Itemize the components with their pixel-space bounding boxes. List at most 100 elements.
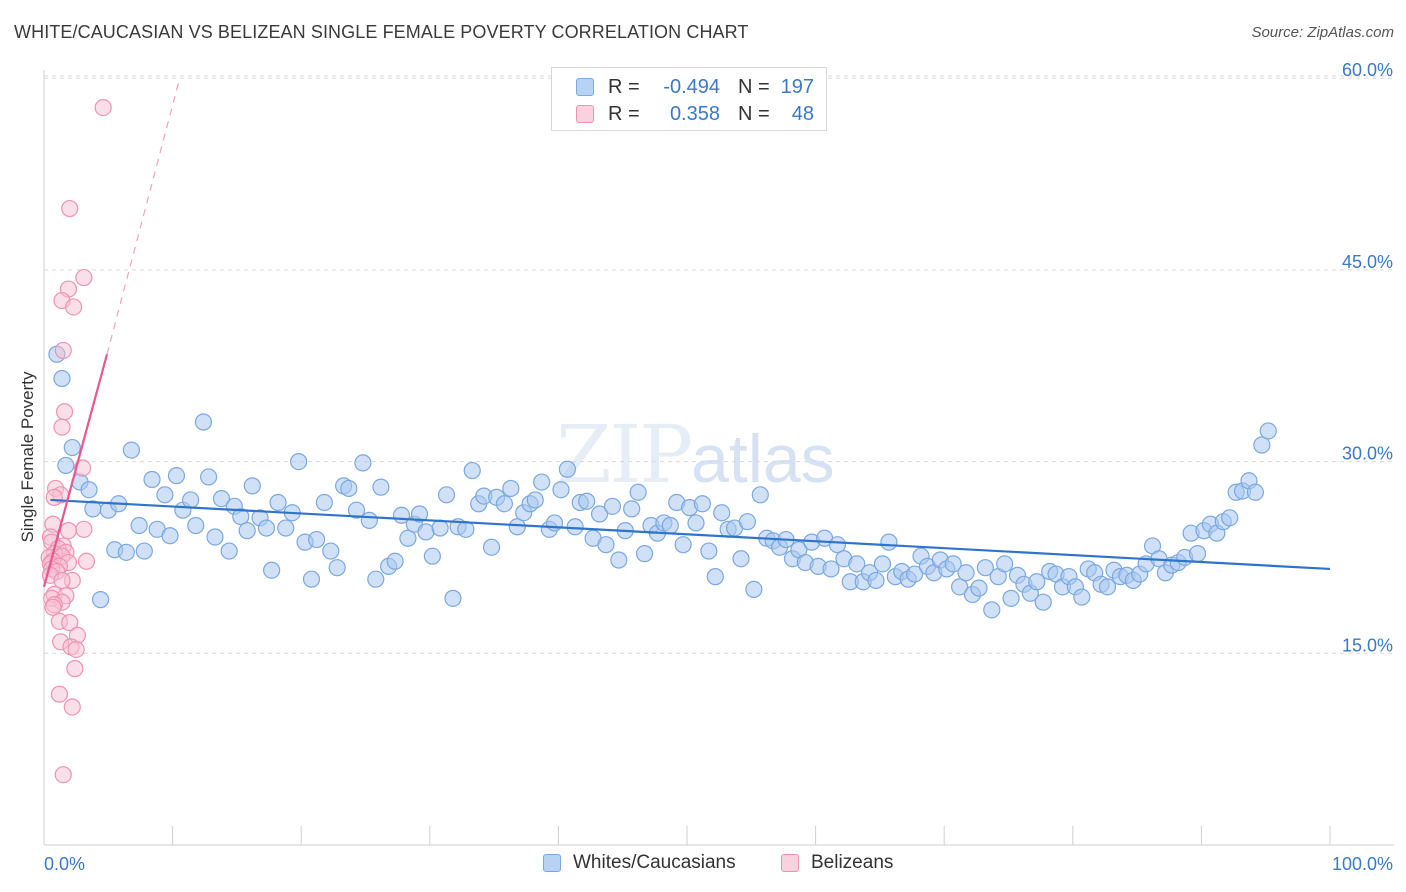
data-point-whites xyxy=(603,497,622,515)
data-point-whites xyxy=(53,369,71,388)
data-point-whites xyxy=(1221,509,1239,527)
data-point-whites xyxy=(848,555,866,573)
data-point-whites xyxy=(1098,578,1117,596)
data-point-belizeans xyxy=(67,640,85,659)
data-point-whites xyxy=(143,470,161,489)
data-point-whites xyxy=(751,486,769,504)
data-point-belizeans xyxy=(45,488,63,506)
data-point-belizeans xyxy=(94,98,112,117)
data-point-whites xyxy=(1034,593,1052,611)
legend-swatch-blue xyxy=(543,854,561,872)
y-axis-label: Single Female Poverty xyxy=(18,371,37,543)
data-point-whites xyxy=(399,529,417,547)
data-point-whites xyxy=(1028,573,1046,591)
data-point-whites xyxy=(1246,483,1265,501)
data-point-belizeans xyxy=(61,614,79,632)
data-point-whites xyxy=(308,530,326,549)
legend-item-belizeans: Belizeans xyxy=(781,852,893,874)
data-point-belizeans xyxy=(77,552,96,570)
data-point-whites xyxy=(200,468,218,486)
data-point-belizeans xyxy=(73,459,92,477)
legend-row-belizeans: R = 0.358 N = 48 xyxy=(576,102,814,126)
legend-swatch-pink xyxy=(576,105,594,123)
legend-label-belizeans: Belizeans xyxy=(811,852,894,873)
data-point-whites xyxy=(386,552,404,570)
data-point-whites xyxy=(194,413,213,431)
data-point-whites xyxy=(238,522,256,540)
data-point-whites xyxy=(610,551,628,569)
data-point-whites xyxy=(674,536,692,554)
data-point-whites xyxy=(687,514,705,532)
data-point-whites xyxy=(495,495,513,513)
data-point-belizeans xyxy=(64,298,83,316)
data-point-whites xyxy=(706,568,724,586)
grid-lines xyxy=(44,75,1394,654)
source-credit: Source: ZipAtlas.com xyxy=(1251,24,1394,41)
data-point-whites xyxy=(431,519,449,537)
data-point-whites xyxy=(437,486,456,504)
data-point-belizeans xyxy=(44,598,62,616)
x-tick-label: 0.0% xyxy=(44,854,85,874)
data-point-whites xyxy=(187,516,205,535)
y-tick-label: 60.0% xyxy=(1342,60,1393,80)
data-point-whites xyxy=(590,505,609,523)
data-point-whites xyxy=(1002,589,1020,607)
legend-series: Whites/Caucasians Belizeans xyxy=(0,852,1406,878)
legend-r-value: 0.358 xyxy=(669,102,720,125)
data-point-whites xyxy=(526,491,544,509)
data-point-belizeans xyxy=(53,418,71,436)
data-point-whites xyxy=(976,559,994,577)
data-point-whites xyxy=(360,511,378,529)
data-point-whites xyxy=(623,500,641,518)
data-point-whites xyxy=(130,516,148,535)
trend-lines xyxy=(42,80,1331,588)
data-point-whites xyxy=(263,561,281,579)
series-whites-points xyxy=(48,345,1277,619)
data-point-belizeans xyxy=(63,698,81,716)
legend-n-label: N = xyxy=(738,75,770,98)
data-point-whites xyxy=(372,478,390,496)
data-point-whites xyxy=(951,578,969,596)
data-point-whites xyxy=(713,504,731,522)
data-point-whites xyxy=(700,542,718,560)
chart-title: WHITE/CAUCASIAN VS BELIZEAN SINGLE FEMAL… xyxy=(14,22,749,42)
data-point-whites xyxy=(206,528,224,546)
data-point-whites xyxy=(423,547,441,565)
data-point-whites xyxy=(502,479,520,498)
data-point-whites xyxy=(693,495,712,513)
data-point-whites xyxy=(182,491,200,509)
data-point-whites xyxy=(354,454,372,472)
legend-r-label: R = xyxy=(608,102,640,125)
data-point-whites xyxy=(444,589,462,607)
data-point-whites xyxy=(340,479,358,498)
series-belizeans-points xyxy=(40,98,112,784)
data-point-belizeans xyxy=(75,520,93,538)
data-point-whites xyxy=(996,555,1014,573)
data-point-whites xyxy=(822,560,840,578)
data-point-whites xyxy=(482,538,501,556)
legend-swatch-blue xyxy=(576,78,594,96)
data-point-whites xyxy=(232,507,250,526)
data-point-belizeans xyxy=(55,403,74,421)
data-point-whites xyxy=(629,483,647,501)
data-point-whites xyxy=(347,501,366,519)
trend-line-belizeans xyxy=(42,353,109,588)
data-point-whites xyxy=(1188,545,1207,563)
legend-item-whites: Whites/Caucasians xyxy=(543,852,736,874)
data-point-belizeans xyxy=(50,685,69,703)
y-tick-label: 30.0% xyxy=(1342,444,1393,464)
data-point-whites xyxy=(970,579,988,597)
data-point-whites xyxy=(880,533,898,551)
data-point-whites xyxy=(566,518,584,536)
data-point-whites xyxy=(661,516,679,535)
data-point-whites xyxy=(873,555,892,573)
data-point-whites xyxy=(290,453,308,471)
data-point-whites xyxy=(578,492,596,510)
data-point-whites xyxy=(745,580,763,599)
data-point-whites xyxy=(738,513,757,531)
legend-swatch-pink xyxy=(781,854,799,872)
data-point-belizeans xyxy=(54,341,72,360)
data-point-whites xyxy=(545,514,564,532)
data-point-whites xyxy=(277,519,295,537)
data-point-whites xyxy=(91,591,110,609)
